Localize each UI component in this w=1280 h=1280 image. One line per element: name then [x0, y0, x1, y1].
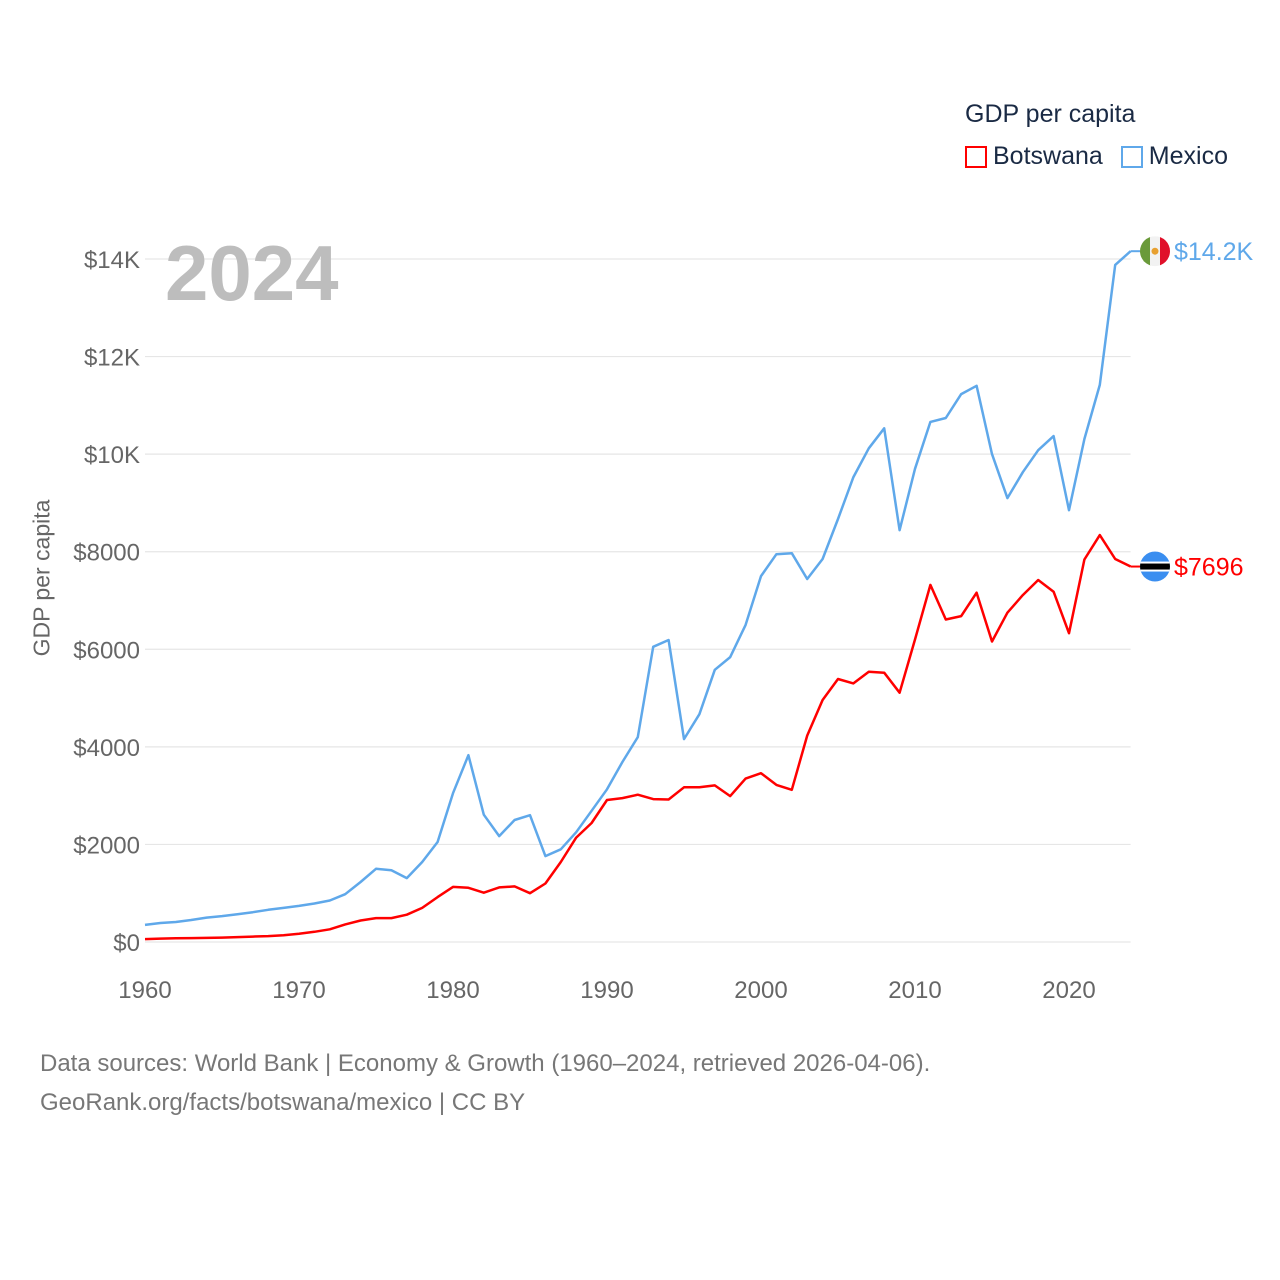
legend-swatch-mexico — [1120, 145, 1143, 168]
x-tick-label: 2000 — [734, 977, 787, 1004]
legend-item-mexico[interactable]: Mexico — [1120, 142, 1228, 171]
legend-label-mexico: Mexico — [1148, 142, 1228, 170]
legend-swatch-botswana — [965, 145, 987, 168]
source-note: Data sources: World Bank | Economy & Gro… — [40, 1044, 930, 1122]
series-line-botswana — [144, 533, 1132, 941]
botswana-flag-icon — [1140, 551, 1170, 582]
mexico-flag-icon — [1140, 236, 1170, 267]
y-tick-label: $12K — [84, 345, 140, 372]
x-tick-label: 2020 — [1042, 977, 1095, 1004]
x-tick-label: 1990 — [580, 977, 633, 1004]
legend-item-botswana[interactable]: Botswana — [965, 142, 1103, 171]
legend-title: GDP per capita — [965, 100, 1136, 128]
legend-label-botswana: Botswana — [993, 142, 1103, 170]
source-line-1: Data sources: World Bank | Economy & Gro… — [40, 1050, 931, 1077]
end-value-label-mexico: $14.2K — [1174, 238, 1254, 266]
y-tick-label: $0 — [113, 930, 140, 957]
y-tick-label: $2000 — [73, 832, 140, 859]
y-tick-label: $4000 — [73, 735, 140, 762]
x-tick-label: 2010 — [888, 977, 941, 1004]
year-label: 2024 — [165, 229, 339, 317]
y-tick-label: $14K — [84, 247, 140, 274]
x-tick-label: 1970 — [272, 977, 325, 1004]
end-value-label-botswana: $7696 — [1174, 554, 1244, 582]
series-line-mexico — [144, 250, 1132, 927]
x-tick-label: 1960 — [118, 977, 171, 1004]
y-tick-label: $8000 — [73, 540, 140, 567]
y-tick-label: $6000 — [73, 637, 140, 664]
y-tick-label: $10K — [84, 442, 140, 469]
x-tick-label: 1980 — [426, 977, 479, 1004]
y-axis-label: GDP per capita — [28, 499, 55, 657]
legend: Botswana Mexico — [965, 142, 1228, 171]
source-line-2: GeoRank.org/facts/botswana/mexico | CC B… — [40, 1089, 526, 1116]
